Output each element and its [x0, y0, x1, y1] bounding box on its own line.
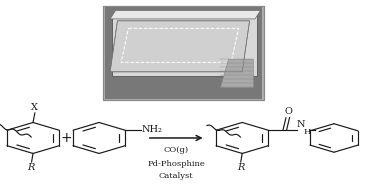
Polygon shape [110, 21, 250, 72]
Text: O: O [285, 107, 293, 116]
Polygon shape [220, 59, 253, 87]
Polygon shape [110, 10, 261, 19]
Text: NH₂: NH₂ [141, 125, 162, 134]
Text: R: R [28, 163, 35, 173]
Text: H: H [304, 128, 311, 136]
Bar [103, 6, 264, 100]
Text: +: + [60, 131, 72, 145]
Text: N: N [297, 120, 305, 129]
Bar [105, 7, 262, 99]
Text: X: X [30, 102, 38, 112]
Polygon shape [112, 15, 257, 76]
Bar [103, 6, 264, 100]
Text: Catalyst: Catalyst [159, 172, 193, 180]
Text: CO(g): CO(g) [164, 146, 189, 154]
Text: Pd-Phosphine: Pd-Phosphine [147, 160, 205, 168]
Text: R: R [237, 163, 244, 173]
